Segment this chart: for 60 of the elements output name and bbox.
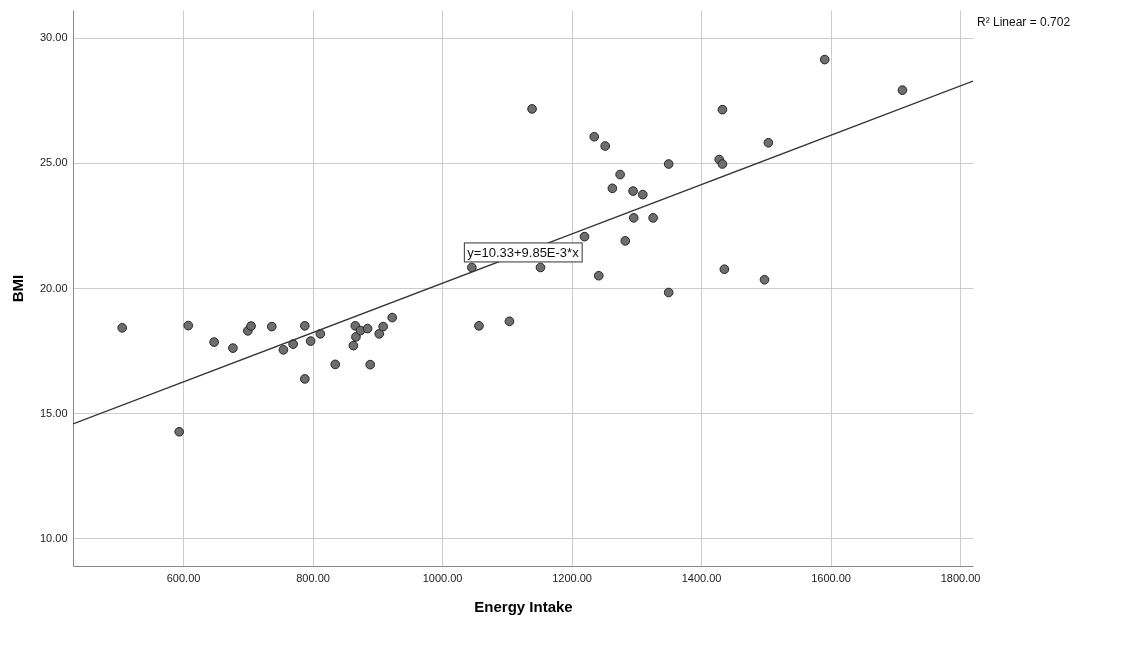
point [663, 159, 674, 169]
point [117, 323, 128, 333]
point [763, 137, 774, 148]
point [589, 131, 600, 142]
x-tick-label: 1400.00 [681, 571, 722, 584]
point [819, 54, 830, 65]
x-tick-label: 1200.00 [552, 571, 592, 584]
point [183, 320, 194, 331]
point [288, 339, 298, 349]
point [504, 316, 515, 327]
y-tick-label: 10.00 [39, 531, 68, 544]
point [717, 104, 728, 115]
x-tick-label: 1000.00 [422, 571, 463, 584]
x-tick-label: 800.00 [296, 571, 330, 584]
point [362, 323, 373, 334]
point [299, 374, 310, 384]
y-tick-label: 15.00 [39, 406, 68, 419]
point [897, 85, 908, 95]
point [266, 321, 277, 332]
y-tick-label: 20.00 [39, 281, 68, 294]
point [620, 236, 631, 246]
point [305, 336, 316, 346]
point [330, 359, 341, 370]
x-tick-label: 1600.00 [811, 571, 851, 584]
point [535, 262, 546, 273]
point [374, 329, 385, 339]
point [474, 321, 484, 331]
point [351, 332, 361, 342]
y-tick-label: 25.00 [39, 156, 68, 169]
point [593, 270, 604, 281]
x-axis-title: Energy Intake [474, 597, 573, 615]
point [719, 264, 730, 275]
x-tick-label: 1800.00 [940, 571, 981, 584]
point [648, 213, 658, 223]
point [615, 169, 625, 180]
point [174, 426, 185, 437]
y-tick-label: 30.00 [39, 31, 68, 44]
point [628, 213, 639, 223]
point [246, 321, 256, 331]
point [717, 159, 728, 169]
x-tick-label: 600.00 [166, 571, 201, 584]
point [278, 345, 289, 355]
point [228, 343, 238, 353]
point [365, 359, 376, 370]
point [628, 186, 638, 196]
point [663, 287, 674, 298]
point [600, 141, 611, 151]
point [299, 321, 310, 331]
point [637, 189, 648, 200]
text: R² Linear = 0.702 [977, 15, 1071, 29]
point [209, 337, 219, 347]
point [607, 183, 618, 194]
point [759, 274, 770, 285]
point [579, 231, 590, 242]
point [378, 321, 388, 332]
y-axis-title: BMI [8, 274, 26, 303]
point [467, 262, 477, 273]
point [527, 104, 537, 114]
point [387, 312, 398, 323]
point [348, 340, 359, 351]
